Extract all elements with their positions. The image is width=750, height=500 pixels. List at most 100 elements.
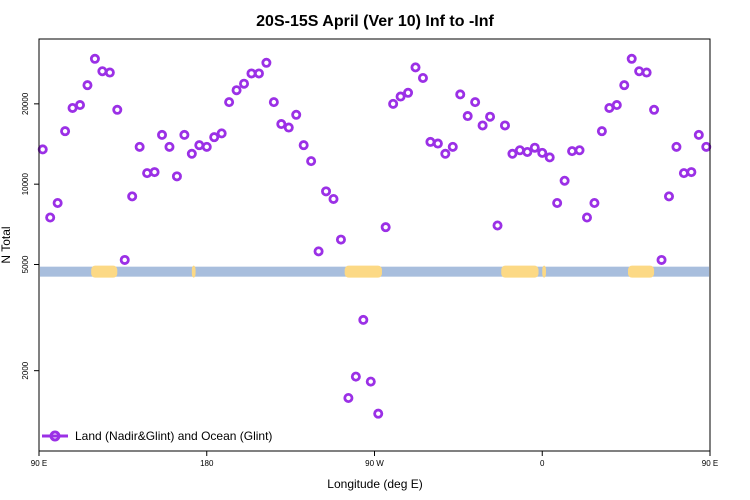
x-axis-label: Longitude (deg E) <box>327 477 422 491</box>
data-point <box>335 234 346 245</box>
data-point <box>343 392 354 403</box>
data-point <box>261 57 272 68</box>
data-point <box>552 198 563 209</box>
data-point <box>574 145 585 156</box>
legend: Land (Nadir&Glint) and Ocean (Glint) <box>42 429 272 443</box>
data-point <box>388 98 399 109</box>
y-axis-label: N Total <box>0 226 13 263</box>
data-point <box>403 87 414 98</box>
data-point <box>529 142 540 153</box>
data-points <box>37 53 712 419</box>
data-point <box>82 80 93 91</box>
land-strip-segment <box>344 265 382 278</box>
data-point <box>350 371 361 382</box>
land-strip-segment <box>91 265 118 278</box>
data-point <box>417 72 428 83</box>
data-point <box>201 141 212 152</box>
data-point <box>455 89 466 100</box>
data-point <box>276 119 287 130</box>
data-point <box>619 80 630 91</box>
data-point <box>611 100 622 111</box>
data-point <box>663 191 674 202</box>
data-point <box>507 148 518 159</box>
data-point <box>291 109 302 120</box>
land-strip-segment <box>627 265 655 278</box>
data-point <box>380 222 391 233</box>
data-point <box>410 62 421 73</box>
data-point <box>440 148 451 159</box>
data-point <box>89 53 100 64</box>
legend-marker <box>49 430 61 442</box>
data-point <box>544 152 555 163</box>
y-tick-label: 2000 <box>21 361 30 379</box>
land-strip-segment <box>542 265 546 278</box>
x-tick-label: 90 E <box>31 459 47 468</box>
data-point <box>596 126 607 137</box>
x-tick-label: 180 <box>200 459 214 468</box>
y-tick-label: 10000 <box>21 173 30 196</box>
data-point <box>157 129 168 140</box>
data-point <box>522 146 533 157</box>
data-point <box>149 167 160 178</box>
data-point <box>179 129 190 140</box>
data-point <box>283 122 294 133</box>
data-point <box>365 376 376 387</box>
y-tick-label: 20000 <box>21 92 30 115</box>
data-point <box>537 147 548 158</box>
data-point <box>589 198 600 209</box>
data-point <box>559 175 570 186</box>
x-axis-ticks: 90 E 180 90 W 0 90 E <box>31 451 718 468</box>
data-point <box>306 156 317 167</box>
data-point <box>626 53 637 64</box>
data-point <box>171 171 182 182</box>
data-point <box>253 68 264 79</box>
data-point <box>656 254 667 265</box>
data-point <box>447 141 458 152</box>
data-point <box>45 212 56 223</box>
data-point <box>395 91 406 102</box>
data-point <box>581 212 592 223</box>
chart-title: 20S-15S April (Ver 10) Inf to -Inf <box>256 13 494 30</box>
data-point <box>186 148 197 159</box>
data-point <box>164 141 175 152</box>
data-point <box>127 191 138 202</box>
data-point <box>231 85 242 96</box>
data-point <box>239 78 250 89</box>
data-point <box>104 67 115 78</box>
data-point <box>373 408 384 419</box>
land-strip-segment <box>191 265 196 278</box>
data-point <box>492 220 503 231</box>
data-point <box>432 138 443 149</box>
data-point <box>358 314 369 325</box>
data-point <box>462 111 473 122</box>
data-point <box>693 129 704 140</box>
surface-strip <box>40 265 709 278</box>
x-tick-label: 0 <box>540 459 545 468</box>
data-point <box>60 126 71 137</box>
data-point <box>298 140 309 151</box>
data-point <box>470 97 481 108</box>
data-point <box>641 67 652 78</box>
data-point <box>119 254 130 265</box>
y-axis-ticks: 2000 5000 10000 20000 <box>21 92 39 380</box>
data-point <box>321 186 332 197</box>
data-point <box>671 141 682 152</box>
data-point <box>112 104 123 115</box>
data-point <box>224 97 235 108</box>
y-tick-label: 5000 <box>21 255 30 273</box>
x-tick-label: 90 W <box>365 459 384 468</box>
data-point <box>485 111 496 122</box>
data-point <box>313 246 324 257</box>
x-tick-label: 90 E <box>702 459 718 468</box>
land-strip-segment <box>501 265 539 278</box>
data-point <box>75 100 86 111</box>
data-point <box>268 97 279 108</box>
data-point <box>686 167 697 178</box>
data-point <box>499 120 510 131</box>
data-point <box>216 128 227 139</box>
data-point <box>52 198 63 209</box>
data-point <box>328 193 339 204</box>
legend-label: Land (Nadir&Glint) and Ocean (Glint) <box>75 429 272 443</box>
data-point <box>649 104 660 115</box>
